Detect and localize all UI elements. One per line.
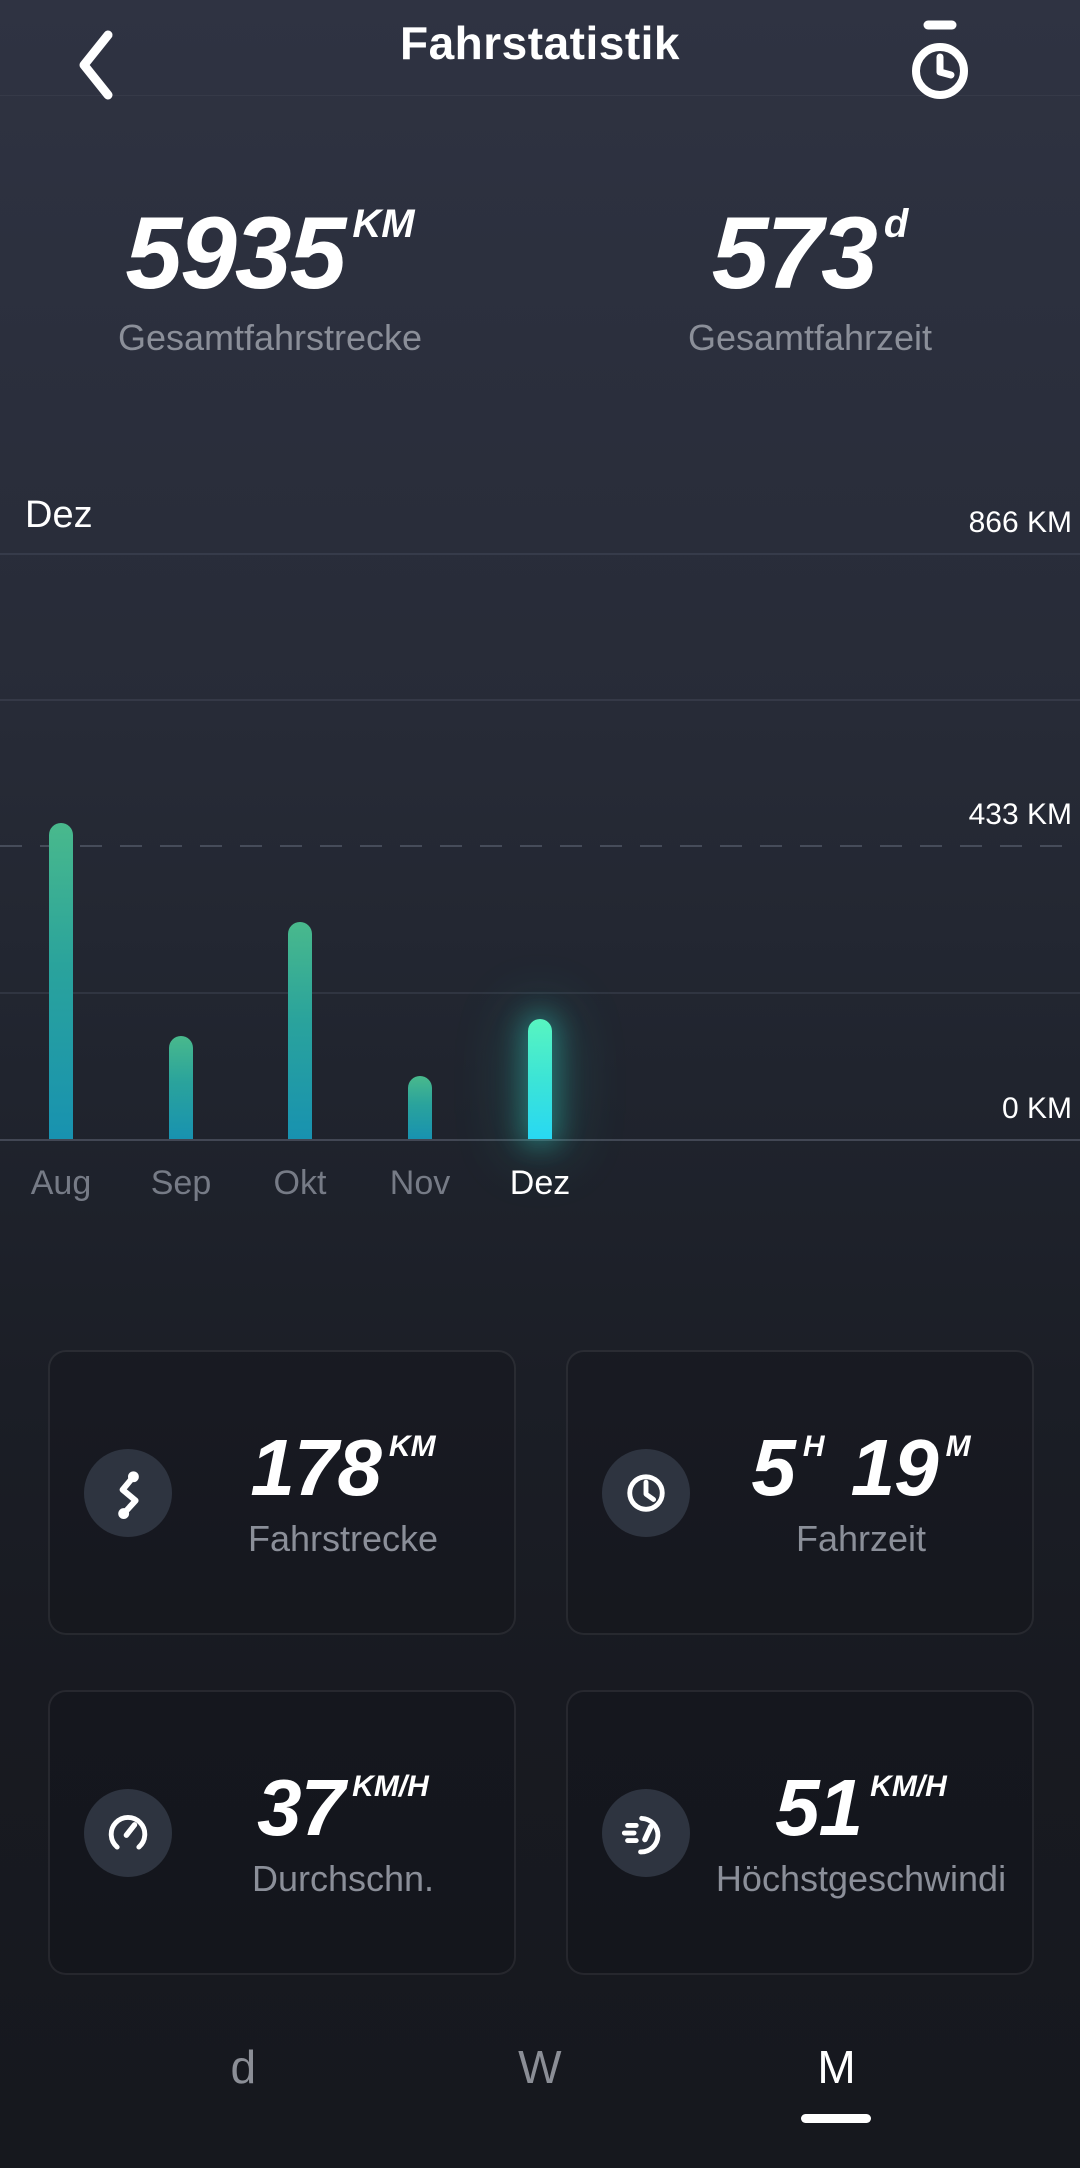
total-time: 573 d Gesamtfahrzeit [540,196,1080,359]
total-time-unit: d [883,202,909,246]
tab-active-indicator [801,2114,872,2123]
chart-selected-month: Dez [25,494,93,536]
drive-time-mins-unit: M [945,1429,971,1463]
average-speed-label: Durchschn. [251,1857,435,1899]
average-speed-value: 37 [257,1762,345,1852]
total-distance-unit: KM [352,202,415,246]
trip-history-button[interactable] [892,12,988,108]
drive-time-hours: 5 [751,1422,795,1512]
max-speed-icon [602,1788,690,1877]
back-button[interactable] [60,20,130,110]
speedometer-icon [84,1788,172,1877]
total-time-label: Gesamtfahrzeit [687,317,933,359]
distance-bar-chart: Dez 866 KM 433 KM 0 KM Aug Sep Okt Nov D… [0,470,1080,1210]
header: Fahrstatistik [0,0,1080,100]
card-drive-time: 5 H 19 M Fahrzeit [566,1350,1034,1635]
bar-aug[interactable] [49,823,73,1139]
bar-okt[interactable] [288,922,312,1139]
gridline-866 [0,553,1080,555]
total-distance: 5935 KM Gesamtfahrstrecke [0,196,540,359]
tab-day[interactable]: d [230,2041,257,2093]
tab-month[interactable]: M [688,2040,985,2123]
max-speed-unit: KM/H [870,1769,947,1803]
clock-icon [602,1448,690,1537]
stat-cards-grid: 178 KM Fahrstrecke 5 H 19 M [48,1350,1034,1975]
month-label-okt[interactable]: Okt [273,1164,327,1202]
max-speed-value: 51 [775,1762,863,1852]
page-title: Fahrstatistik [399,17,681,69]
gridline-baseline [0,1139,1080,1141]
bar-nov[interactable] [408,1076,432,1139]
gridline-217 [0,992,1080,994]
month-label-aug[interactable]: Aug [30,1164,92,1202]
stopwatch-icon [904,14,976,106]
month-label-nov[interactable]: Nov [389,1164,451,1202]
month-label-sep[interactable]: Sep [150,1164,212,1202]
total-time-value: 573 [711,196,878,310]
totals-row: 5935 KM Gesamtfahrstrecke 573 d Gesamtfa… [0,196,1080,359]
y-tick-433: 433 KM [968,798,1072,831]
total-distance-label: Gesamtfahrstrecke [117,317,423,359]
drive-time-label: Fahrzeit [795,1517,927,1559]
bar-dez[interactable] [528,1019,552,1139]
distance-value: 178 [250,1422,381,1512]
card-distance: 178 KM Fahrstrecke [48,1350,516,1635]
month-label-dez[interactable]: Dez [509,1164,571,1202]
period-tabbar: d W M [95,2040,985,2123]
total-distance-value: 5935 [125,196,346,310]
gridline-433-dashed [0,845,1080,847]
bar-sep[interactable] [169,1036,193,1139]
max-speed-label: Höchstgeschwindi [715,1857,1007,1899]
y-tick-866: 866 KM [968,506,1072,539]
header-divider [0,95,1080,96]
chevron-left-icon [72,27,118,103]
average-speed-unit: KM/H [352,1769,429,1803]
card-max-speed: 51 KM/H Höchstgeschwindi [566,1690,1034,1975]
gridline-650 [0,699,1080,701]
distance-label: Fahrstrecke [247,1517,439,1559]
drive-time-mins: 19 [850,1422,939,1512]
distance-unit: KM [388,1429,436,1463]
chart-bars [0,553,1080,1139]
route-icon [84,1448,172,1537]
card-average-speed: 37 KM/H Durchschn. [48,1690,516,1975]
drive-time-hours-unit: H [802,1429,825,1463]
tab-week[interactable]: W [518,2041,562,2093]
y-tick-0: 0 KM [1001,1092,1072,1125]
